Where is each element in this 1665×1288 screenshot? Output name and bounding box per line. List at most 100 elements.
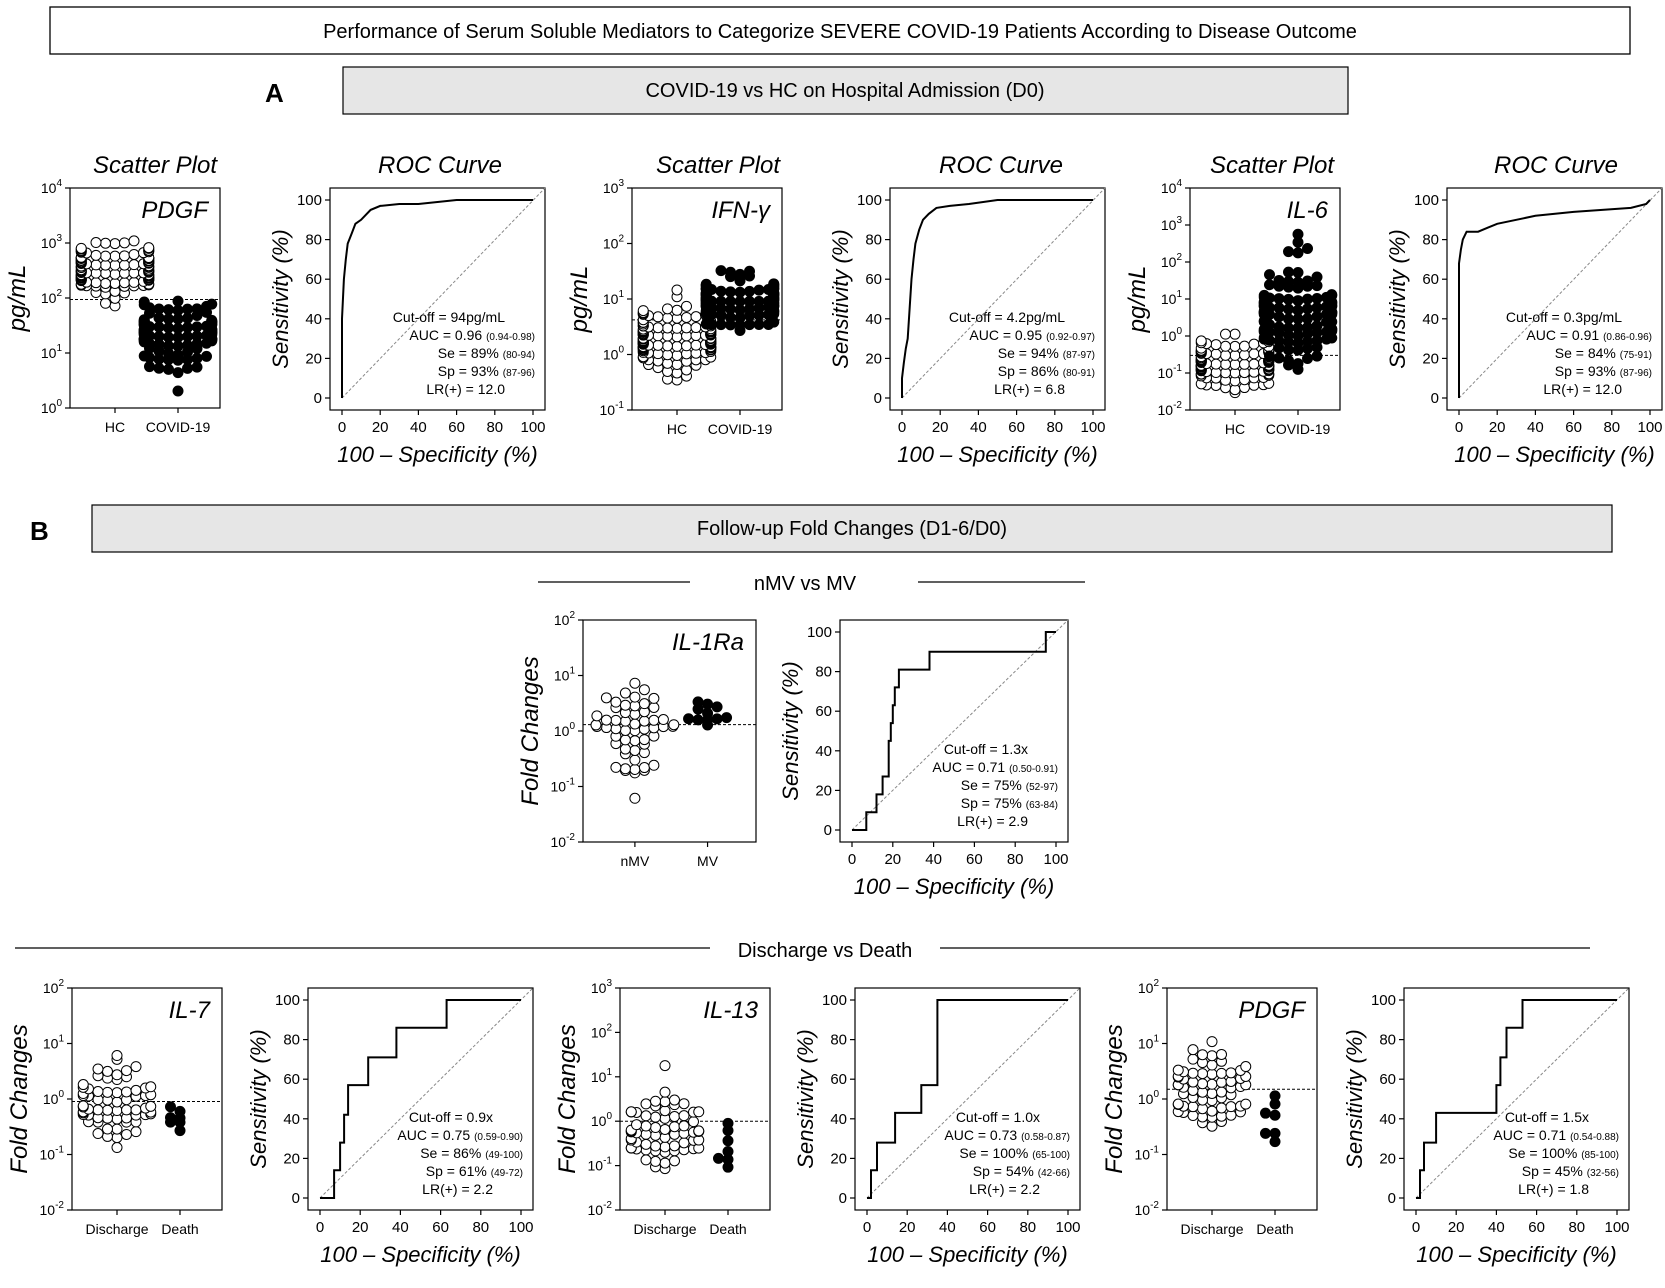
y-tick-label-A3: 10-2 <box>1158 400 1183 418</box>
y-tick-label-A3: 104 <box>1161 178 1183 196</box>
data-point-A2-hc <box>637 305 649 317</box>
roc-frame-A1-roc <box>329 187 546 411</box>
data-point-A3-covid-19 <box>1302 242 1313 254</box>
roc-curve-line-B3-roc <box>867 999 1068 1199</box>
data-point-A2-hc <box>652 322 664 334</box>
scatter-plot-title-A3: Scatter Plot <box>1210 152 1335 179</box>
roc-x-tick-label-B1-roc: 40 <box>925 851 942 868</box>
data-point-A1-hc <box>90 249 102 261</box>
data-point-A1-hc <box>119 250 130 262</box>
data-point-B3-discharge <box>678 1098 690 1110</box>
x-tick-label-B3: Death <box>709 1221 746 1237</box>
data-point-B4-discharge <box>1187 1067 1199 1079</box>
data-point-A2-covid-19 <box>768 278 780 290</box>
marker-name-B2: IL-7 <box>169 997 212 1024</box>
data-point-A3-covid-19 <box>1283 354 1294 366</box>
data-point-B3-discharge <box>669 1155 680 1167</box>
data-point-A2-hc <box>681 300 692 312</box>
data-point-B3-discharge <box>669 1111 680 1123</box>
data-point-B2-discharge <box>77 1100 89 1112</box>
data-point-A3-covid-19 <box>1302 313 1313 325</box>
data-point-B3-discharge <box>659 1086 671 1098</box>
roc-frame-B3-roc <box>854 987 1081 1211</box>
data-point-B3-discharge <box>640 1138 652 1150</box>
y-tick-label-A3: 10-1 <box>1158 363 1183 381</box>
data-point-B3-death <box>722 1135 734 1147</box>
roc-y-tick-label-B1-roc: 80 <box>815 664 832 681</box>
data-point-A3-hc <box>1229 358 1241 370</box>
roc-stat-B3-roc-1: AUC = 0.73 (0.58-0.87) <box>944 1127 1070 1143</box>
data-point-A1-hc <box>100 297 111 309</box>
roc-x-tick-label-B4-roc: 20 <box>1448 1219 1465 1236</box>
roc-stat-A2-roc-1: AUC = 0.95 (0.92-0.97) <box>969 327 1095 343</box>
data-point-A1-covid-19 <box>172 322 184 334</box>
data-point-A1-covid-19 <box>163 363 174 375</box>
data-point-A2-covid-19 <box>725 295 736 307</box>
data-point-B2-discharge <box>111 1123 123 1135</box>
data-point-A3-covid-19 <box>1283 313 1294 325</box>
data-point-B1-mv <box>711 701 723 713</box>
y-tick-label-A1: 100 <box>41 398 63 416</box>
y-tick-label-A1: 102 <box>41 288 63 306</box>
data-point-A1-covid-19 <box>201 350 212 362</box>
roc-y-axis-label-A3-roc: Sensitivity (%) <box>1385 229 1410 368</box>
y-axis-label-A1: pg/mL <box>4 265 31 333</box>
data-point-A3-hc <box>1210 348 1222 360</box>
data-point-B1-nmv <box>638 734 650 746</box>
data-point-B2-discharge <box>145 1081 157 1093</box>
roc-y-tick-label-B2-roc: 20 <box>283 1150 300 1167</box>
section-a-banner <box>342 66 1349 115</box>
data-point-A2-hc <box>681 340 692 352</box>
roc-x-axis-label-B3-roc: 100 – Specificity (%) <box>867 1242 1068 1267</box>
data-point-B2-discharge <box>102 1065 113 1077</box>
sub-b-label: Discharge vs Death <box>738 940 913 962</box>
roc-stat-A1-roc-2: Se = 89% (80-94) <box>438 345 535 361</box>
roc-x-axis-label-B1-roc: 100 – Specificity (%) <box>854 874 1055 899</box>
x-tick-label-A1: COVID-19 <box>146 419 211 435</box>
roc-x-axis-label-B2-roc: 100 – Specificity (%) <box>320 1242 521 1267</box>
roc-y-tick-label-B3-roc: 20 <box>830 1150 847 1167</box>
x-tick-label-A3: COVID-19 <box>1266 421 1331 437</box>
data-point-A2-covid-19 <box>744 319 755 331</box>
data-point-A1-covid-19 <box>191 330 203 342</box>
data-point-B1-nmv <box>657 714 669 726</box>
roc-stat-B4-roc-0: Cut-off = 1.5x <box>1505 1109 1589 1125</box>
roc-stat-B4-roc-2: Se = 100% (85-100) <box>1508 1145 1619 1161</box>
roc-x-tick-label-B4-roc: 80 <box>1568 1219 1585 1236</box>
data-point-A3-covid-19 <box>1258 289 1270 301</box>
data-point-A2-covid-19 <box>744 295 755 307</box>
data-point-A3-hc <box>1210 339 1222 351</box>
data-point-B3-discharge <box>640 1098 652 1110</box>
roc-stat-B4-roc-3: Sp = 45% (32-56) <box>1522 1163 1619 1179</box>
roc-stat-B1-roc-1: AUC = 0.71 (0.50-0.91) <box>932 759 1058 775</box>
y-tick-label-B2: 10-2 <box>40 1200 65 1218</box>
data-point-A3-hc <box>1248 358 1260 370</box>
marker-name-B3: IL-13 <box>703 997 758 1024</box>
roc-y-axis-label-A2-roc: Sensitivity (%) <box>828 229 853 368</box>
data-point-A2-hc <box>681 322 692 334</box>
data-point-A2-covid-19 <box>753 319 765 331</box>
y-tick-label-A2: 100 <box>603 345 625 363</box>
data-point-A3-hc <box>1210 358 1222 370</box>
data-point-B3-discharge <box>650 1122 661 1134</box>
roc-stat-A2-roc-4: LR(+) = 6.8 <box>994 381 1065 397</box>
data-point-A2-hc <box>671 322 683 334</box>
data-point-B1-mv <box>692 714 704 726</box>
data-point-A3-hc <box>1220 340 1231 352</box>
data-point-B4-discharge <box>1216 1086 1227 1098</box>
data-point-B2-discharge <box>92 1086 104 1098</box>
data-point-A2-covid-19 <box>734 268 746 280</box>
y-tick-label-A2: 102 <box>603 234 625 252</box>
data-point-A1-covid-19 <box>172 295 184 307</box>
roc-curve-line-A1-roc <box>341 199 533 398</box>
y-tick-label-B2: 101 <box>43 1034 65 1052</box>
roc-y-tick-label-A3-roc: 0 <box>1431 390 1439 407</box>
data-point-B4-discharge <box>1206 1068 1218 1080</box>
data-point-A1-hc <box>100 259 111 271</box>
roc-y-tick-label-B4-roc: 80 <box>1379 1032 1396 1049</box>
y-tick-label-B1: 102 <box>554 610 576 628</box>
data-point-A1-hc <box>100 237 111 249</box>
roc-diagonal-A1-roc <box>341 187 546 399</box>
roc-x-tick-label-B2-roc: 0 <box>316 1219 324 1236</box>
roc-stat-B2-roc-2: Se = 86% (49-100) <box>420 1145 523 1161</box>
